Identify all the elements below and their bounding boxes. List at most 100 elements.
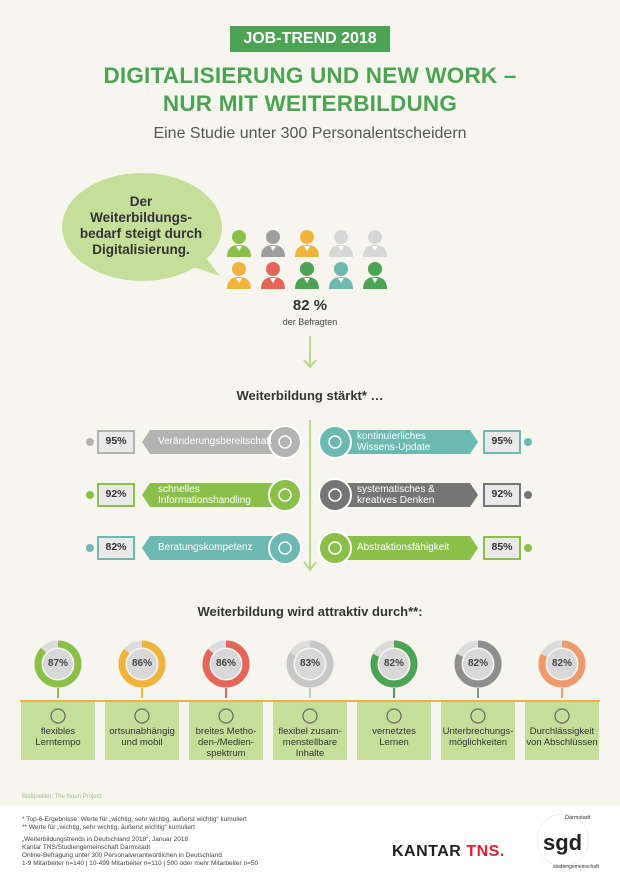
strength-left-pct: 95% — [105, 435, 127, 447]
donut-percent: 83% — [299, 658, 320, 669]
sgd-ring-top: Darmstadt — [565, 815, 591, 821]
item-label-line: Lerntempo — [35, 737, 81, 748]
item-label-line: Unterbrechungs- — [442, 726, 514, 737]
person-icon — [329, 230, 353, 257]
strength-right-label: systematisches & kreatives Denken — [357, 484, 435, 506]
attractive-item — [105, 640, 179, 760]
donut-ring — [538, 640, 586, 688]
footnote-1: * Top-6-Ergebnisse: Werte für „wichtig, … — [22, 816, 247, 823]
source-line-4: 1-9 Mitarbeiter n=140 | 10-499 Mitarbeit… — [22, 860, 259, 867]
bubble-line-3: bedarf steigt durch — [79, 226, 203, 241]
attractive-item — [273, 640, 347, 760]
bubble-text: Der Weiterbildungs- bedarf steigt durch … — [72, 194, 210, 258]
donut-percent: 86% — [215, 658, 236, 669]
attractive-item — [21, 640, 95, 760]
donut-percent: 82% — [551, 658, 572, 669]
dna-icon — [318, 531, 352, 565]
donut-ring — [370, 640, 418, 688]
donut-percent: 86% — [131, 658, 152, 669]
person-icon — [227, 230, 251, 257]
award-icon — [554, 708, 570, 724]
share-value: 82 % — [292, 297, 328, 314]
person-icon — [295, 262, 319, 289]
strength-left-item — [86, 531, 302, 565]
strength-left-item — [86, 478, 302, 512]
attractive-item — [441, 640, 515, 760]
item-label-line: breites Metho- — [195, 726, 257, 737]
strength-left-pct: 92% — [105, 488, 127, 500]
item-label-line: Inhalte — [295, 748, 325, 759]
item-label-line: den-/Medien- — [198, 737, 254, 748]
person-icon — [261, 262, 285, 289]
bubble-line-2: Weiterbildungs- — [90, 210, 192, 225]
source-line-1: „Weiterbildungstrends in Deutschland 201… — [22, 836, 189, 843]
tns-word: TNS — [466, 843, 500, 860]
sgd-logo-text: sgd — [543, 830, 582, 855]
pause-icon — [470, 708, 486, 724]
attractive-item — [525, 640, 599, 760]
footnote-2: ** Werte für „wichtig, sehr wichtig, äuß… — [22, 824, 195, 831]
badge: JOB-TREND 2018 — [230, 26, 390, 52]
strength-right-item — [318, 531, 532, 565]
speech-bubble: Der Weiterbildungs- bedarf steigt durch … — [62, 172, 222, 292]
strength-right-label: kontinuierliches Wissens-Update — [357, 431, 431, 453]
pencil-icon — [302, 708, 318, 724]
pointing-hand-icon — [268, 478, 302, 512]
item-card — [189, 702, 263, 760]
smartphone-icon — [134, 708, 150, 724]
item-label: Unterbrechungs-möglichkeiten — [438, 726, 518, 748]
share-caption: der Befragten — [282, 317, 338, 327]
person-icon — [363, 262, 387, 289]
item-label: flexibel zusam-menstellbare Inhalte — [270, 726, 350, 759]
strength-right-pct: 95% — [491, 435, 513, 447]
strength-left-pct: 82% — [105, 541, 127, 553]
brain-icon — [318, 478, 352, 512]
bubble-line-4: Digitalisierung. — [92, 242, 190, 257]
person-icon — [295, 230, 319, 257]
item-card — [525, 702, 599, 760]
attractive-diagram — [20, 640, 600, 760]
share-icon — [386, 708, 402, 724]
kantar-tns-logo: KANTAR TNS. — [392, 843, 505, 861]
attractive-item — [189, 640, 263, 760]
donut-ring — [286, 640, 334, 688]
film-icon — [218, 708, 234, 724]
strength-left-label: Beratungskompetenz — [158, 542, 253, 553]
item-label: flexibles Lerntempo — [18, 726, 98, 748]
people-grid — [227, 230, 387, 289]
donut-ring — [34, 640, 82, 688]
item-card — [357, 702, 431, 760]
item-label: Durchlässigkeit von Abschlüssen — [522, 726, 602, 748]
item-card — [105, 702, 179, 760]
donut-ring — [454, 640, 502, 688]
clock-icon — [50, 708, 66, 724]
kantar-dot: . — [499, 843, 505, 860]
item-card — [441, 702, 515, 760]
strength-left-label: schnelles Informationshandling — [158, 484, 251, 506]
item-label: vernetztes Lernen — [354, 726, 434, 748]
strength-right-item — [318, 478, 532, 512]
attractive-heading: Weiterbildung wird attraktiv durch**: — [197, 604, 423, 619]
down-arrow-icon — [303, 561, 317, 572]
strength-right-pct: 92% — [491, 488, 513, 500]
item-label: breites Metho-den-/Medien-spektrum — [186, 726, 266, 759]
item-card — [273, 702, 347, 760]
speech-bubble-shape — [62, 173, 222, 281]
sgd-logo: sgd Darmstadt studiengemeinschaft — [536, 813, 599, 870]
attractive-item — [357, 640, 431, 760]
person-icon — [329, 262, 353, 289]
source-line-2: Kantar TNS/Studiengemeinschaft Darmstadt — [22, 844, 151, 851]
strength-right-item — [318, 425, 532, 459]
item-label-line: Durchlässigkeit — [529, 726, 595, 737]
donut-percent: 87% — [47, 658, 68, 669]
refresh-icon — [268, 425, 302, 459]
item-label-line: flexibles — [40, 726, 76, 737]
donut-ring — [202, 640, 250, 688]
strength-left-item — [86, 425, 302, 459]
item-label-line: vernetztes — [372, 726, 416, 737]
donut-ring — [118, 640, 166, 688]
kantar-word: KANTAR — [392, 843, 467, 860]
item-label-line: spektrum — [206, 748, 246, 759]
item-label: ortsunabhängig und mobil — [102, 726, 182, 748]
